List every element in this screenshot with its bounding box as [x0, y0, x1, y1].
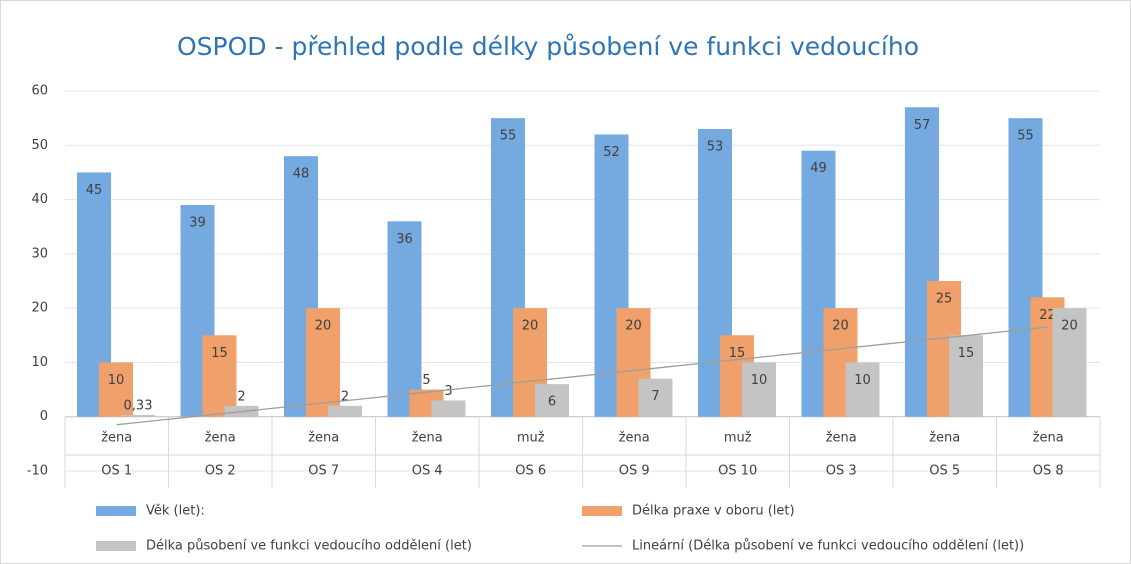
data-label: 45 — [86, 183, 103, 198]
x-group-label: žena — [929, 431, 960, 446]
data-label: 20 — [522, 319, 539, 334]
y-tick-label: 60 — [31, 84, 48, 99]
x-group-label: muž — [517, 431, 545, 446]
legend-swatch — [582, 506, 622, 516]
data-label: 10 — [108, 373, 125, 388]
bar — [742, 362, 776, 417]
data-label: 2 — [237, 389, 245, 404]
data-label: 3 — [444, 384, 452, 399]
data-label: 20 — [315, 319, 332, 334]
bar — [387, 221, 422, 417]
data-label: 15 — [729, 346, 746, 361]
x-group-label: žena — [205, 431, 236, 446]
legend-swatch — [96, 506, 136, 516]
data-label: 55 — [1017, 129, 1034, 144]
data-label: 5 — [422, 373, 430, 388]
data-label: 36 — [396, 232, 413, 247]
x-tick-label: OS 1 — [101, 464, 132, 479]
data-label: 20 — [1061, 319, 1078, 334]
bar — [431, 400, 466, 417]
legend-label: Délka praxe v oboru (let) — [632, 504, 795, 519]
x-group-label: žena — [308, 431, 339, 446]
data-label: 57 — [914, 118, 931, 133]
data-label: 39 — [189, 216, 206, 231]
x-tick-label: OS 3 — [826, 464, 857, 479]
y-tick-label: 0 — [40, 409, 48, 424]
data-label: 20 — [832, 319, 849, 334]
bar — [638, 378, 673, 417]
x-group-label: žena — [412, 431, 443, 446]
data-label: 53 — [707, 140, 724, 155]
bar — [99, 362, 133, 417]
x-group-label: žena — [1033, 431, 1064, 446]
data-label: 10 — [854, 373, 871, 388]
bar — [328, 405, 362, 417]
bar — [121, 414, 155, 417]
bar — [949, 335, 983, 417]
y-tick-label: 20 — [31, 301, 48, 316]
data-label: 49 — [810, 161, 827, 176]
x-tick-label: OS 10 — [718, 464, 757, 479]
x-tick-label: OS 4 — [412, 464, 443, 479]
bar — [845, 362, 880, 417]
bar — [1052, 308, 1087, 417]
data-label: 10 — [751, 373, 768, 388]
data-label: 25 — [936, 292, 953, 307]
x-tick-label: OS 5 — [929, 464, 960, 479]
data-label: 20 — [625, 319, 642, 334]
x-group-label: muž — [724, 431, 752, 446]
data-label: 2 — [341, 389, 349, 404]
data-label: 7 — [651, 389, 659, 404]
y-tick-label: -10 — [27, 464, 48, 479]
y-tick-label: 30 — [31, 246, 48, 261]
x-tick-label: OS 6 — [515, 464, 546, 479]
x-group-label: žena — [826, 431, 857, 446]
data-label: 48 — [293, 167, 310, 182]
data-label: 55 — [500, 129, 517, 144]
y-tick-label: 10 — [31, 355, 48, 370]
legend-swatch — [96, 541, 136, 551]
data-label: 6 — [548, 395, 556, 410]
chart-title: OSPOD - přehled podle délky působení ve … — [177, 32, 919, 61]
bar — [202, 335, 237, 417]
legend-label: Lineární (Délka působení ve funkci vedou… — [632, 539, 1024, 554]
data-label: 15 — [211, 346, 228, 361]
x-tick-label: OS 2 — [205, 464, 236, 479]
x-tick-label: OS 9 — [619, 464, 650, 479]
data-label: 0,33 — [124, 398, 153, 413]
legend-label: Věk (let): — [146, 504, 205, 519]
x-tick-label: OS 7 — [308, 464, 339, 479]
y-tick-label: 40 — [31, 192, 48, 207]
data-label: 22 — [1039, 308, 1056, 323]
data-label: 15 — [958, 346, 975, 361]
data-label: 52 — [603, 145, 620, 160]
bar — [535, 384, 569, 417]
x-tick-label: OS 8 — [1033, 464, 1064, 479]
trendline — [116, 326, 1049, 426]
bar — [306, 308, 340, 417]
y-tick-label: 50 — [31, 138, 48, 153]
legend-label: Délka působení ve funkci vedoucího odděl… — [146, 539, 472, 554]
x-group-label: žena — [101, 431, 132, 446]
x-group-label: žena — [619, 431, 650, 446]
